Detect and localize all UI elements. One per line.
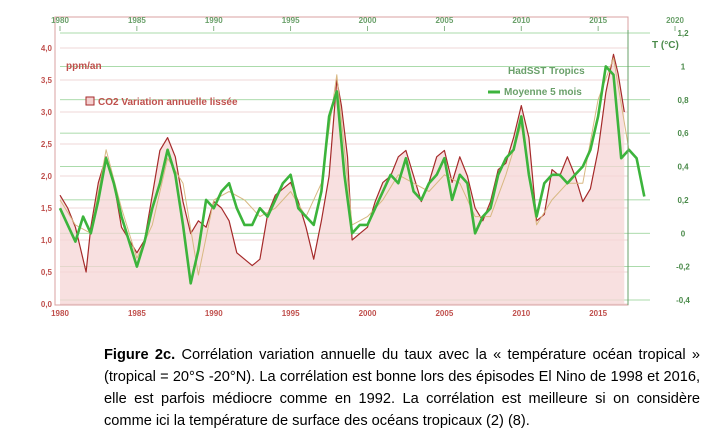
- legend-co2-swatch: [85, 96, 95, 106]
- caption-text: Corrélation variation annuelle du taux a…: [104, 347, 701, 429]
- co2-temperature-chart: -0,4 -0,2 0 0,2 0,4 0,6 0,8 1 1,2 0,0 0,5 1,0 1,5 2,0…: [41, 16, 691, 318]
- legend-mean-label: Moyenne 5 mois: [504, 87, 582, 98]
- series-line-co2-variation-annuelle-liss-e: [59, 53, 625, 273]
- y-right-tick-label: 0: [681, 229, 686, 238]
- y-left-tick-label: 3,5: [41, 76, 53, 85]
- x-bottom-tick-label: 1995: [282, 309, 300, 318]
- x-bottom-tick-label: 2010: [512, 309, 530, 318]
- y-left-tick-label: 0,5: [41, 268, 53, 277]
- y-left-tick-label: 1,5: [41, 204, 53, 213]
- y-right-tick-label: 0,8: [677, 96, 689, 105]
- x-top-tick-label: 2010: [512, 16, 530, 25]
- y-left-tick-label: 2,0: [41, 172, 53, 181]
- y-right-tick-label: 1,2: [677, 29, 689, 38]
- x-bottom-tick-label: 1990: [205, 309, 223, 318]
- legend-co2-label: CO2 Variation annuelle lissée: [98, 97, 238, 108]
- figure-caption: Figure 2c. Corrélation variation annuell…: [104, 344, 700, 432]
- x-top-tick-label: 1980: [51, 16, 69, 25]
- legend-hadsst-label: HadSST Tropics: [508, 66, 585, 77]
- x-top-tick-label: 2015: [589, 16, 607, 25]
- y-left-tick-label: 4,0: [41, 44, 53, 53]
- y-right-tick-label: -0,2: [676, 263, 690, 272]
- right-unit-label: T (°C): [652, 40, 679, 51]
- left-unit-label: ppm/an: [66, 61, 102, 72]
- series-line-moyenne-5-mois: [58, 65, 646, 285]
- y-left-tick-label: 3,0: [41, 108, 53, 117]
- x-bottom-tick-label: 1985: [128, 309, 146, 318]
- co2-area-fill: [60, 54, 625, 305]
- x-top-tick-label: 1985: [128, 16, 146, 25]
- x-top-tick-label: 2020: [666, 16, 684, 25]
- x-top-tick-label: 2000: [359, 16, 377, 25]
- x-bottom-tick-label: 2005: [435, 309, 453, 318]
- y-left-tick-label: 0,0: [41, 300, 53, 309]
- y-right-tick-label: 0,2: [677, 196, 689, 205]
- x-bottom-tick-label: 2000: [359, 309, 377, 318]
- y-right-tick-label: 0,4: [677, 163, 689, 172]
- x-bottom-tick-label: 2015: [589, 309, 607, 318]
- y-left-tick-label: 2,5: [41, 140, 53, 149]
- y-right-tick-label: -0,4: [676, 296, 690, 305]
- x-bottom-tick-label: 1980: [51, 309, 69, 318]
- x-top-tick-label: 1995: [282, 16, 300, 25]
- x-top-tick-label: 1990: [205, 16, 223, 25]
- caption-label: Figure 2c.: [104, 347, 176, 363]
- y-right-tick-label: 1: [681, 62, 686, 71]
- y-right-tick-label: 0,6: [677, 129, 689, 138]
- y-left-tick-label: 1,0: [41, 236, 53, 245]
- x-top-tick-label: 2005: [435, 16, 453, 25]
